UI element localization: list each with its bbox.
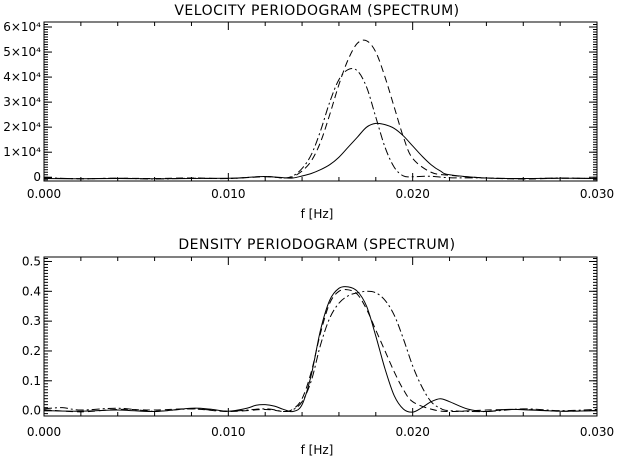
y-tick-label: 0 [33,170,41,184]
chart-title: DENSITY PERIODOGRAM (SPECTRUM) [178,237,455,253]
axis-ticks: 0.000 0.010 0.020 0.030 0 1×10⁴ 2×10⁴ 3×10⁴ 4×10… [3,20,614,201]
velocity-periodogram-chart: VELOCITY PERIODOGRAM (SPECTRUM) 0.000 0.0… [3,3,614,221]
x-tick-label: 0.020 [395,187,429,201]
series-line-solid [43,122,598,180]
x-tick-label: 0.030 [580,425,614,439]
y-tick-label: 0.5 [22,254,41,268]
x-tick-label: 0.010 [211,425,245,439]
y-tick-label: 3×10⁴ [3,95,41,109]
series-line-dash-dot [43,290,598,413]
y-tick-label: 0.0 [22,404,41,418]
y-tick-label: 6×10⁴ [3,20,41,34]
plot-frame [43,21,598,182]
x-tick-label: 0.020 [395,425,429,439]
axis-ticks: 0.000 0.010 0.020 0.030 0.0 0.1 0.2 0.3 0.4 0.5 [22,254,614,439]
y-tick-label: 0.3 [22,314,41,328]
series-line-dash-dot [43,68,598,180]
x-axis-label: f [Hz] [301,443,334,457]
x-tick-label: 0.000 [27,187,61,201]
x-tick-label: 0.030 [580,187,614,201]
series-line-dashed [43,39,598,180]
x-tick-label: 0.010 [211,187,245,201]
x-axis-label: f [Hz] [301,207,334,221]
y-tick-label: 0.1 [22,374,41,388]
series-line-solid [43,285,598,413]
y-tick-label: 0.2 [22,344,41,358]
series-group [43,39,598,180]
x-tick-label: 0.000 [27,425,61,439]
y-tick-label: 4×10⁴ [3,70,41,84]
chart-title: VELOCITY PERIODOGRAM (SPECTRUM) [174,3,459,19]
series-group [43,285,598,413]
density-periodogram-chart: DENSITY PERIODOGRAM (SPECTRUM) 0.000 0.01… [22,237,614,457]
plot-frame [43,256,598,417]
y-tick-label: 5×10⁴ [3,45,41,59]
y-tick-label: 0.4 [22,284,41,298]
y-tick-label: 2×10⁴ [3,120,41,134]
series-line-dashed [43,288,598,413]
y-tick-label: 1×10⁴ [3,145,41,159]
